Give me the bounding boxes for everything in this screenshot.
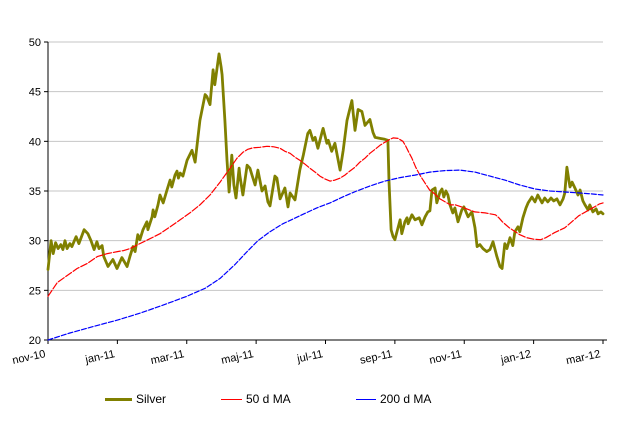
x-axis-label: nov-11: [428, 348, 463, 367]
legend-label-200d-ma: 200 d MA: [380, 392, 432, 406]
y-axis-label: 40: [29, 136, 41, 148]
x-axis-label: jul-11: [295, 348, 324, 365]
y-axis-label: 30: [29, 236, 41, 248]
legend-item-50d-ma: 50 d MA: [221, 392, 291, 406]
x-axis-label: sep-11: [359, 348, 394, 367]
x-axis-label: jan-11: [83, 348, 116, 366]
ma50-series-line: [47, 137, 604, 297]
x-axis-label: nov-10: [11, 348, 46, 367]
y-axis-label: 25: [29, 285, 41, 297]
ma200-series-line: [47, 169, 604, 341]
legend-label-50d-ma: 50 d MA: [246, 392, 291, 406]
y-axis-label: 50: [29, 37, 41, 49]
x-axis-label: jan-12: [499, 348, 532, 366]
y-axis-label: 20: [29, 335, 41, 347]
legend-item-silver: Silver: [105, 392, 166, 406]
y-axis-label: 45: [29, 87, 41, 99]
silver-line-swatch: [105, 397, 132, 401]
legend-item-200d-ma: 200 d MA: [356, 392, 431, 406]
x-axis-label: mar-11: [150, 348, 186, 367]
x-axis-label: maj-11: [220, 348, 255, 367]
y-axis-label: 35: [29, 186, 41, 198]
ma50-line-swatch: [221, 398, 242, 400]
silver-series-line: [46, 52, 605, 271]
ma200-line-swatch: [356, 398, 376, 400]
legend-label-silver: Silver: [136, 392, 167, 406]
x-axis-label: mar-12: [565, 348, 602, 367]
